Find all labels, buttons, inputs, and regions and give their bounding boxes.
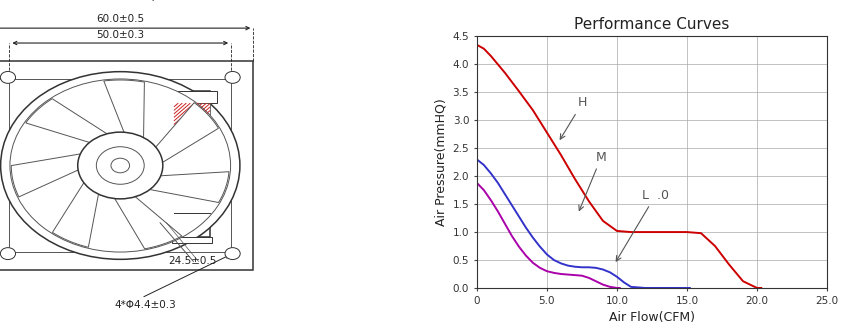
Polygon shape [104, 80, 144, 143]
Bar [175, 103, 209, 132]
Text: 50.0±0.3: 50.0±0.3 [96, 30, 144, 40]
Bar [174, 91, 210, 237]
Polygon shape [153, 103, 219, 166]
Bar [0, 61, 253, 270]
Circle shape [1, 71, 240, 260]
Polygon shape [26, 99, 112, 144]
Text: L  .0: L .0 [616, 189, 669, 261]
Y-axis label: Air Pressure(mmHQ): Air Pressure(mmHQ) [434, 98, 447, 226]
Circle shape [0, 248, 15, 260]
Bar [172, 237, 212, 243]
Text: Rotation: Rotation [112, 0, 158, 1]
Circle shape [10, 79, 230, 252]
Circle shape [0, 71, 15, 83]
Polygon shape [112, 193, 181, 249]
Text: H: H [560, 96, 587, 139]
Polygon shape [52, 178, 100, 247]
Polygon shape [143, 172, 229, 203]
Circle shape [225, 248, 241, 260]
Circle shape [96, 147, 144, 184]
Text: 4*Φ4.4±0.3: 4*Φ4.4±0.3 [115, 300, 176, 309]
Text: 60.0±0.5: 60.0±0.5 [96, 14, 144, 24]
Title: Performance Curves: Performance Curves [574, 18, 730, 32]
Bar [9, 79, 231, 252]
Circle shape [225, 71, 241, 83]
Text: 24.5±0.5: 24.5±0.5 [168, 257, 216, 266]
Circle shape [111, 158, 130, 173]
Circle shape [78, 132, 163, 199]
Bar [167, 91, 217, 103]
X-axis label: Air Flow(CFM): Air Flow(CFM) [609, 311, 695, 324]
Polygon shape [11, 153, 87, 197]
Text: M: M [579, 151, 607, 211]
